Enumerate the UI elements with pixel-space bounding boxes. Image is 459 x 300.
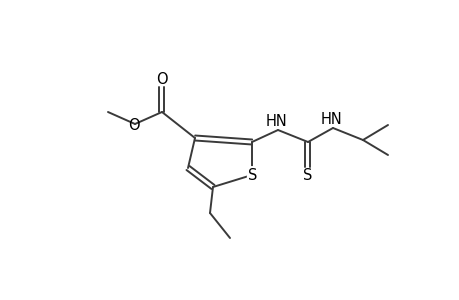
Text: HN: HN	[320, 112, 342, 127]
Text: S: S	[302, 167, 312, 182]
Text: O: O	[128, 118, 140, 133]
Text: O: O	[156, 71, 168, 86]
Text: S: S	[248, 167, 257, 182]
Text: HN: HN	[266, 113, 287, 128]
